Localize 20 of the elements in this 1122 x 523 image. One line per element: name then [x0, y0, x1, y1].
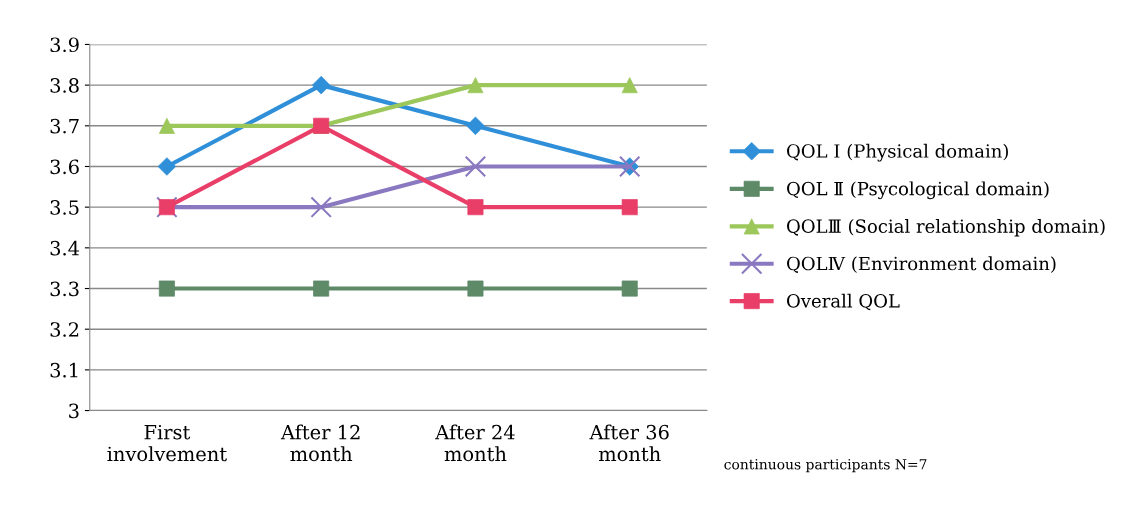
x-tick-label: After 36 month — [589, 424, 669, 462]
x-tick-label: After 12 month — [280, 424, 360, 462]
legend-label: QOL Ⅰ (Physical domain) — [787, 143, 1008, 162]
y-tick-label: 3.8 — [50, 78, 79, 93]
y-tick-label: 3.2 — [50, 322, 79, 337]
legend-label: QOLⅢ (Social relationship domain) — [787, 219, 1105, 237]
y-tick-label: 3.1 — [50, 362, 78, 378]
y-tick-label: 3.4 — [50, 240, 80, 256]
y-tick-label: 3.5 — [50, 200, 79, 215]
x-tick-label: After 24 month — [435, 424, 515, 462]
x-tick-label: First involvement — [107, 424, 227, 462]
y-tick-label: 3.9 — [50, 37, 79, 53]
y-tick-label: 3.6 — [50, 159, 79, 175]
text: continuous participants N=7 — [724, 459, 927, 473]
legend-label: Overall QOL — [787, 293, 900, 311]
legend-label: QOL Ⅱ (Psycological domain) — [787, 181, 1049, 200]
y-tick-label: 3.7 — [50, 118, 79, 134]
y-tick-label: 3 — [69, 403, 79, 419]
y-tick-label: 3.3 — [50, 281, 79, 297]
legend-label: QOLⅣ (Environment domain) — [787, 256, 1056, 273]
